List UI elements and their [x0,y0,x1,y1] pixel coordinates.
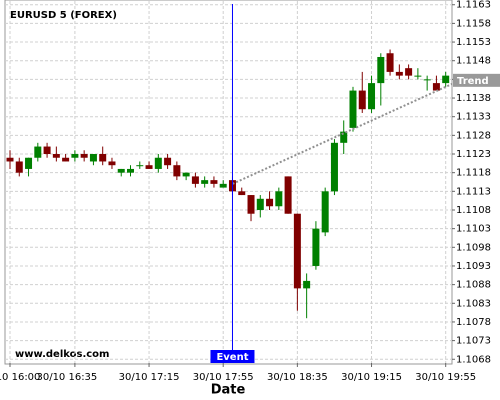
candle-body [414,75,422,77]
y-tick-label: 1.1138 [456,93,491,104]
candle-body [191,176,199,184]
y-tick-label: 1.1153 [456,37,491,48]
trend-line [232,83,453,185]
plot-area [4,0,453,365]
y-tick-label: 1.1093 [456,261,491,272]
x-tick-label: 30/10 17:55 [193,372,254,383]
candle-body [340,131,348,143]
candle-body [442,75,450,84]
y-tick-label: 1.1083 [456,298,491,309]
candle-body [330,142,338,192]
candle-body [377,56,385,84]
candle-body [99,154,107,162]
candle-body [219,183,227,188]
event-label: Event [216,352,248,363]
y-tick-label: 1.1123 [456,149,491,160]
event-label-box [210,350,255,363]
y-tick-label: 1.1148 [456,56,491,67]
candle-body [62,157,70,162]
candle-body [293,213,301,289]
y-tick-label: 1.1113 [456,186,491,197]
candle-body [43,146,51,155]
x-tick-label: 30/10 18:35 [267,372,328,383]
candle-body [80,154,88,158]
candle-body [238,191,246,196]
candle-body [173,165,181,177]
candle-body [349,90,357,128]
y-tick-label: 1.1118 [456,168,491,179]
candle-body [247,195,255,214]
candle-body [275,191,283,207]
watermark: www.delkos.com [15,349,109,360]
y-tick-label: 1.1158 [456,18,491,29]
candle-body [182,172,190,177]
candle-body [386,53,394,72]
x-tick-label: 30/10 16:35 [36,372,97,383]
candle-body [210,180,218,184]
y-tick-label: 1.1088 [456,280,491,291]
y-tick-label: 1.1098 [456,242,491,253]
candle-body [89,154,97,162]
chart-title: EURUSD 5 (FOREX) [10,10,117,21]
candle-body [154,157,162,169]
candle-body [136,165,144,167]
candle-body [145,165,153,169]
candle-body [405,68,413,76]
trend-label: Trend [457,76,489,87]
candle-body [52,154,60,158]
candle-body [34,146,42,158]
y-tick-label: 1.1163 [456,0,491,11]
x-tick-label: 30/10 16:00 [0,372,40,383]
trend-label-box [453,73,500,87]
x-tick-label: 30/10 17:15 [119,372,180,383]
candle-body [321,191,329,233]
candle-body [15,161,23,173]
candle-body [256,198,264,210]
candle-body [303,280,311,289]
x-tick-label: 30/10 19:55 [415,372,476,383]
y-tick-label: 1.1108 [456,205,491,216]
x-axis-label: Date [211,383,246,398]
candle-body [368,83,376,110]
candle-body [25,157,33,169]
y-tick-label: 1.1068 [456,354,491,365]
candle-body [266,198,274,207]
candle-body [164,157,172,166]
candle-body [127,168,135,173]
candle-body [423,79,431,81]
candle-body [6,157,14,162]
y-tick-label: 1.1133 [456,112,491,123]
candle-body [284,176,292,214]
y-tick-label: 1.1103 [456,224,491,235]
x-tick-label: 30/10 19:15 [341,372,402,383]
candle-body [432,83,440,91]
candle-body [117,168,125,173]
candle-body [108,161,116,166]
candle-body [312,228,320,266]
y-tick-label: 1.1073 [456,336,491,347]
candle-body [395,71,403,76]
candle-body [71,154,79,158]
y-tick-label: 1.1128 [456,130,491,141]
candle-body [201,180,209,184]
candle-body [358,90,366,110]
y-tick-label: 1.1078 [456,317,491,328]
